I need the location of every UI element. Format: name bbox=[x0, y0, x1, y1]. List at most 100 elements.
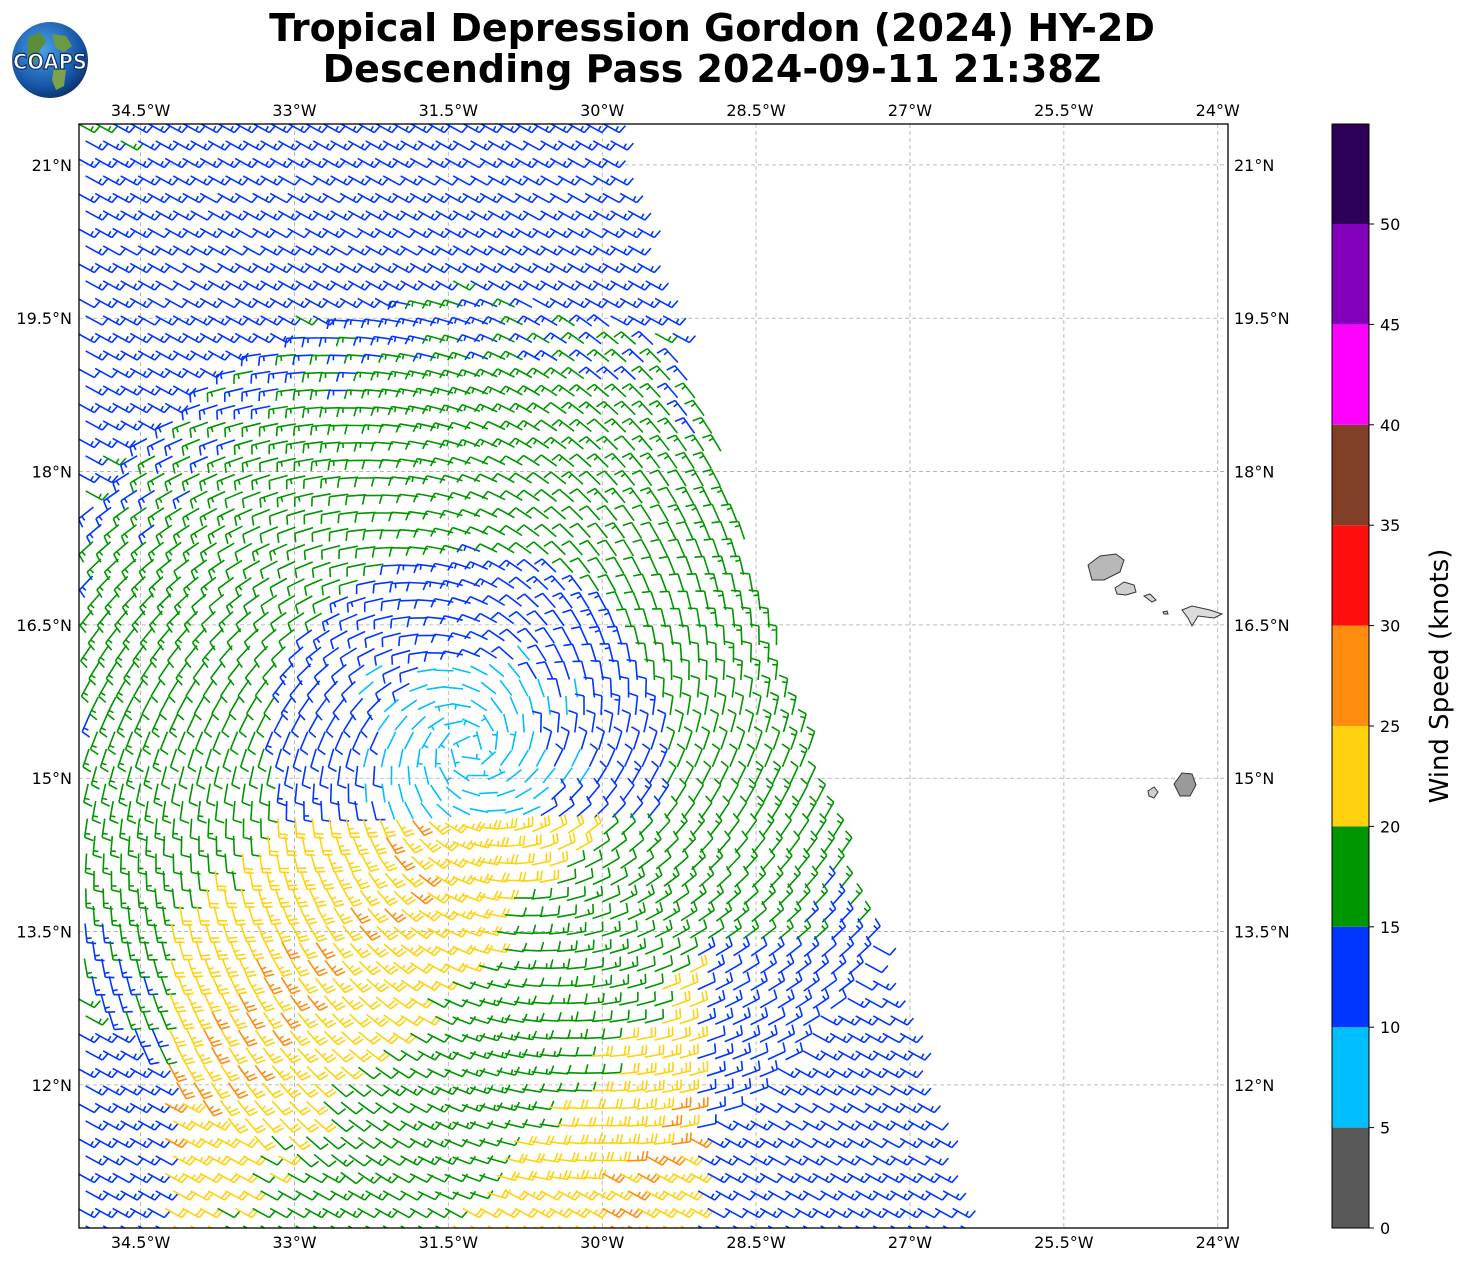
wind-barb bbox=[481, 350, 506, 361]
wind-barb bbox=[120, 350, 145, 361]
wind-barb bbox=[779, 847, 793, 871]
wind-barb bbox=[381, 783, 386, 803]
wind-barb bbox=[145, 835, 156, 859]
wind-barb bbox=[264, 731, 274, 756]
wind-barb bbox=[490, 697, 503, 714]
wind-barb bbox=[234, 262, 259, 274]
wind-barb bbox=[574, 1116, 597, 1127]
wind-barb bbox=[395, 819, 415, 838]
wind-barb bbox=[654, 332, 679, 344]
wind-barb bbox=[486, 836, 510, 848]
wind-barb bbox=[569, 522, 591, 539]
wind-barb bbox=[237, 679, 250, 704]
wind-barb bbox=[327, 424, 349, 436]
wind-barb bbox=[815, 778, 827, 802]
wind-barb bbox=[365, 210, 390, 221]
wind-barb bbox=[849, 882, 863, 906]
wind-barb bbox=[592, 692, 603, 716]
wind-barb bbox=[164, 227, 189, 239]
wind-barb bbox=[210, 662, 223, 686]
wind-barb bbox=[275, 353, 297, 366]
wind-barb bbox=[832, 812, 845, 837]
wind-barb bbox=[802, 1085, 827, 1096]
colorbar-frame bbox=[1331, 123, 1370, 1229]
wind-barb bbox=[637, 675, 648, 698]
wind-barb bbox=[215, 370, 236, 385]
wind-barb bbox=[290, 924, 310, 943]
wind-barb bbox=[464, 630, 488, 641]
wind-barb bbox=[516, 385, 541, 396]
wind-barb bbox=[186, 714, 196, 738]
wind-barb bbox=[461, 1172, 486, 1182]
wind-barb bbox=[212, 731, 222, 756]
wind-barb bbox=[533, 489, 558, 502]
wind-barb bbox=[199, 1172, 224, 1184]
wind-barb bbox=[182, 157, 207, 169]
wind-barb bbox=[308, 888, 327, 908]
wind-barb bbox=[708, 883, 725, 905]
wind-barb bbox=[342, 924, 363, 942]
wind-barb bbox=[742, 1137, 767, 1149]
wind-barb bbox=[288, 1100, 311, 1116]
wind-barb bbox=[601, 920, 621, 937]
wind-barb bbox=[531, 1170, 555, 1181]
wind-barb bbox=[487, 245, 512, 256]
wind-barb bbox=[289, 1065, 311, 1081]
wind-barb bbox=[286, 509, 306, 525]
wind-barb bbox=[447, 491, 471, 501]
wind-barb bbox=[602, 227, 627, 239]
wind-barb bbox=[561, 540, 583, 556]
wind-barb bbox=[292, 423, 314, 436]
wind-barb bbox=[247, 906, 264, 926]
wind-barb bbox=[382, 140, 407, 151]
wind-barb bbox=[899, 1102, 924, 1114]
wind-barb bbox=[543, 436, 567, 450]
wind-barb bbox=[159, 1046, 178, 1065]
wind-barb bbox=[574, 975, 596, 988]
wind-barb bbox=[687, 607, 701, 628]
wind-barb bbox=[297, 1012, 319, 1029]
wind-barb bbox=[304, 227, 329, 239]
wind-barb bbox=[671, 1132, 692, 1146]
wind-barb bbox=[697, 1043, 717, 1060]
wind-barb bbox=[80, 644, 92, 669]
wind-barb bbox=[560, 726, 570, 750]
wind-barb bbox=[699, 691, 709, 715]
wind-barb bbox=[143, 941, 158, 961]
wind-barb bbox=[199, 297, 224, 309]
wind-barb bbox=[813, 883, 829, 906]
lat-tick-label-right: 15°N bbox=[1234, 769, 1274, 788]
wind-barb bbox=[872, 1190, 897, 1201]
wind-barb bbox=[270, 645, 286, 668]
wind-barb bbox=[241, 422, 261, 438]
wind-barb bbox=[288, 1135, 311, 1151]
wind-barb bbox=[551, 453, 575, 468]
wind-barb bbox=[247, 941, 265, 961]
wind-barb bbox=[155, 140, 180, 151]
wind-barb bbox=[522, 245, 547, 256]
wind-barb bbox=[461, 683, 481, 693]
wind-barb bbox=[718, 726, 728, 750]
wind-barb bbox=[333, 907, 354, 925]
wind-barb bbox=[182, 124, 207, 134]
wind-barb bbox=[545, 643, 564, 662]
wind-barb bbox=[637, 1207, 662, 1219]
wind-barb bbox=[578, 401, 602, 415]
wind-barb bbox=[479, 192, 504, 204]
wind-barb bbox=[513, 924, 537, 935]
wind-barb bbox=[610, 1190, 635, 1201]
wind-barb bbox=[917, 1102, 942, 1114]
wind-barb bbox=[627, 902, 646, 921]
wind-barb bbox=[357, 227, 382, 239]
wind-barb bbox=[400, 210, 425, 221]
wind-barb bbox=[330, 245, 355, 256]
wind-barb bbox=[149, 644, 163, 669]
wind-barb bbox=[543, 367, 567, 379]
wind-barb bbox=[296, 1118, 319, 1133]
wind-barb bbox=[689, 990, 709, 1008]
wind-barb bbox=[374, 227, 399, 239]
wind-barb bbox=[401, 873, 424, 888]
wind-barb bbox=[389, 581, 411, 593]
wind-barb bbox=[357, 1101, 382, 1115]
wind-barb bbox=[228, 1011, 248, 1030]
